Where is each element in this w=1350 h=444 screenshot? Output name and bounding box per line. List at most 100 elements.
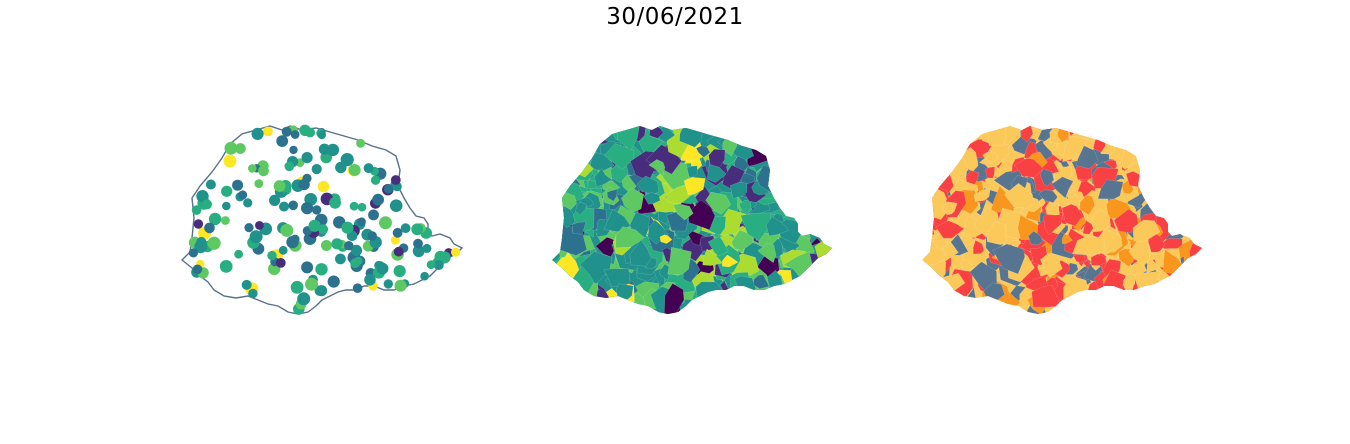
municipality-point [372,193,384,206]
municipality-polygon [616,283,634,300]
municipality-point [308,219,321,232]
municipality-point [451,247,461,257]
municipality-polygon [1025,205,1042,223]
municipality-point [312,205,322,215]
municipality-point [278,245,288,255]
municipality-polygon [604,143,635,170]
municipality-polygon [615,226,645,249]
municipality-point [363,163,374,174]
categorical-map-svg [922,126,1202,314]
municipality-point [326,143,340,157]
municipality-point [275,258,286,268]
municipalities-layer [922,126,1202,314]
municipality-point [331,238,343,250]
municipality-polygon [1075,145,1099,169]
municipality-polygon [1062,135,1088,162]
municipality-point [390,235,400,245]
municipality-point [426,260,436,270]
municipality-polygon [992,243,1025,275]
municipality-polygon [1039,168,1055,187]
municipality-polygon [1031,285,1062,308]
municipality-point [305,277,318,291]
municipality-point [219,260,233,273]
municipality-polygon [942,201,958,215]
municipality-polygon [1072,236,1105,256]
municipality-point [412,245,425,258]
municipality-point [188,248,198,258]
municipality-polygon [683,177,706,195]
municipality-point [433,260,444,270]
municipality-point [368,209,379,221]
municipality-polygon [986,126,1007,146]
municipality-polygon [1073,254,1085,264]
municipality-point [364,274,376,286]
municipality-polygon [707,235,729,257]
municipality-point [280,223,294,237]
municipality-point [315,263,328,276]
municipality-point [317,130,326,140]
municipality-point [344,241,354,251]
municipality-polygon [722,254,739,268]
municipality-point [208,212,222,226]
municipality-polygon [1028,231,1044,246]
municipality-point [301,261,314,274]
municipality-point [413,238,423,249]
municipality-point [301,152,313,164]
municipality-point [201,199,212,210]
municipality-point [279,201,289,212]
municipality-point [238,190,248,200]
municipality-point [254,179,264,188]
municipality-polygon [643,192,661,205]
municipality-point [196,190,209,203]
municipality-point [335,253,346,265]
municipality-point [191,205,202,215]
municipality-polygon [1132,219,1161,242]
municipality-point [422,243,432,253]
choropleth-map-svg [552,126,832,314]
municipality-polygon [594,168,613,187]
municipality-polygon [606,188,618,202]
municipality-point [207,236,221,250]
municipality-point [205,179,216,190]
municipality-point [379,216,392,230]
municipality-point [290,234,300,244]
municipality-point [263,126,273,137]
page-title: 30/06/2021 [606,4,744,30]
municipality-polygon [629,239,652,267]
municipality-point [221,185,233,197]
municipality-polygon [1082,220,1094,235]
municipality-point [320,240,332,251]
municipality-polygon [659,234,673,244]
municipality-point [276,135,289,147]
municipality-point [221,216,230,225]
municipality-point [390,175,401,185]
municipality-polygon [1004,183,1035,209]
municipality-point [273,180,286,192]
municipality-point [317,180,330,193]
municipality-polygon [696,145,711,158]
municipality-point [367,231,377,241]
municipality-polygon [941,272,966,291]
municipality-polygon [1122,272,1136,288]
municipality-point [327,275,340,288]
municipality-polygon [1133,270,1161,294]
municipality-polygon [973,188,991,202]
municipality-polygon [1061,203,1083,227]
municipality-polygon [1097,179,1124,200]
municipality-point [394,279,407,292]
municipality-point [297,292,311,306]
municipality-point [349,201,359,211]
municipality-point [305,127,315,138]
municipality-point [251,127,264,140]
municipality-polygon [1062,233,1073,244]
municipality-point [383,184,394,194]
municipality-point [356,138,366,148]
municipality-point [289,145,298,155]
municipality-point [341,221,354,234]
points-layer [188,124,461,315]
municipality-point [192,264,203,275]
municipality-point [392,227,403,238]
municipality-point [290,280,304,294]
municipality-polygon [1090,253,1107,266]
municipality-point [235,143,246,154]
